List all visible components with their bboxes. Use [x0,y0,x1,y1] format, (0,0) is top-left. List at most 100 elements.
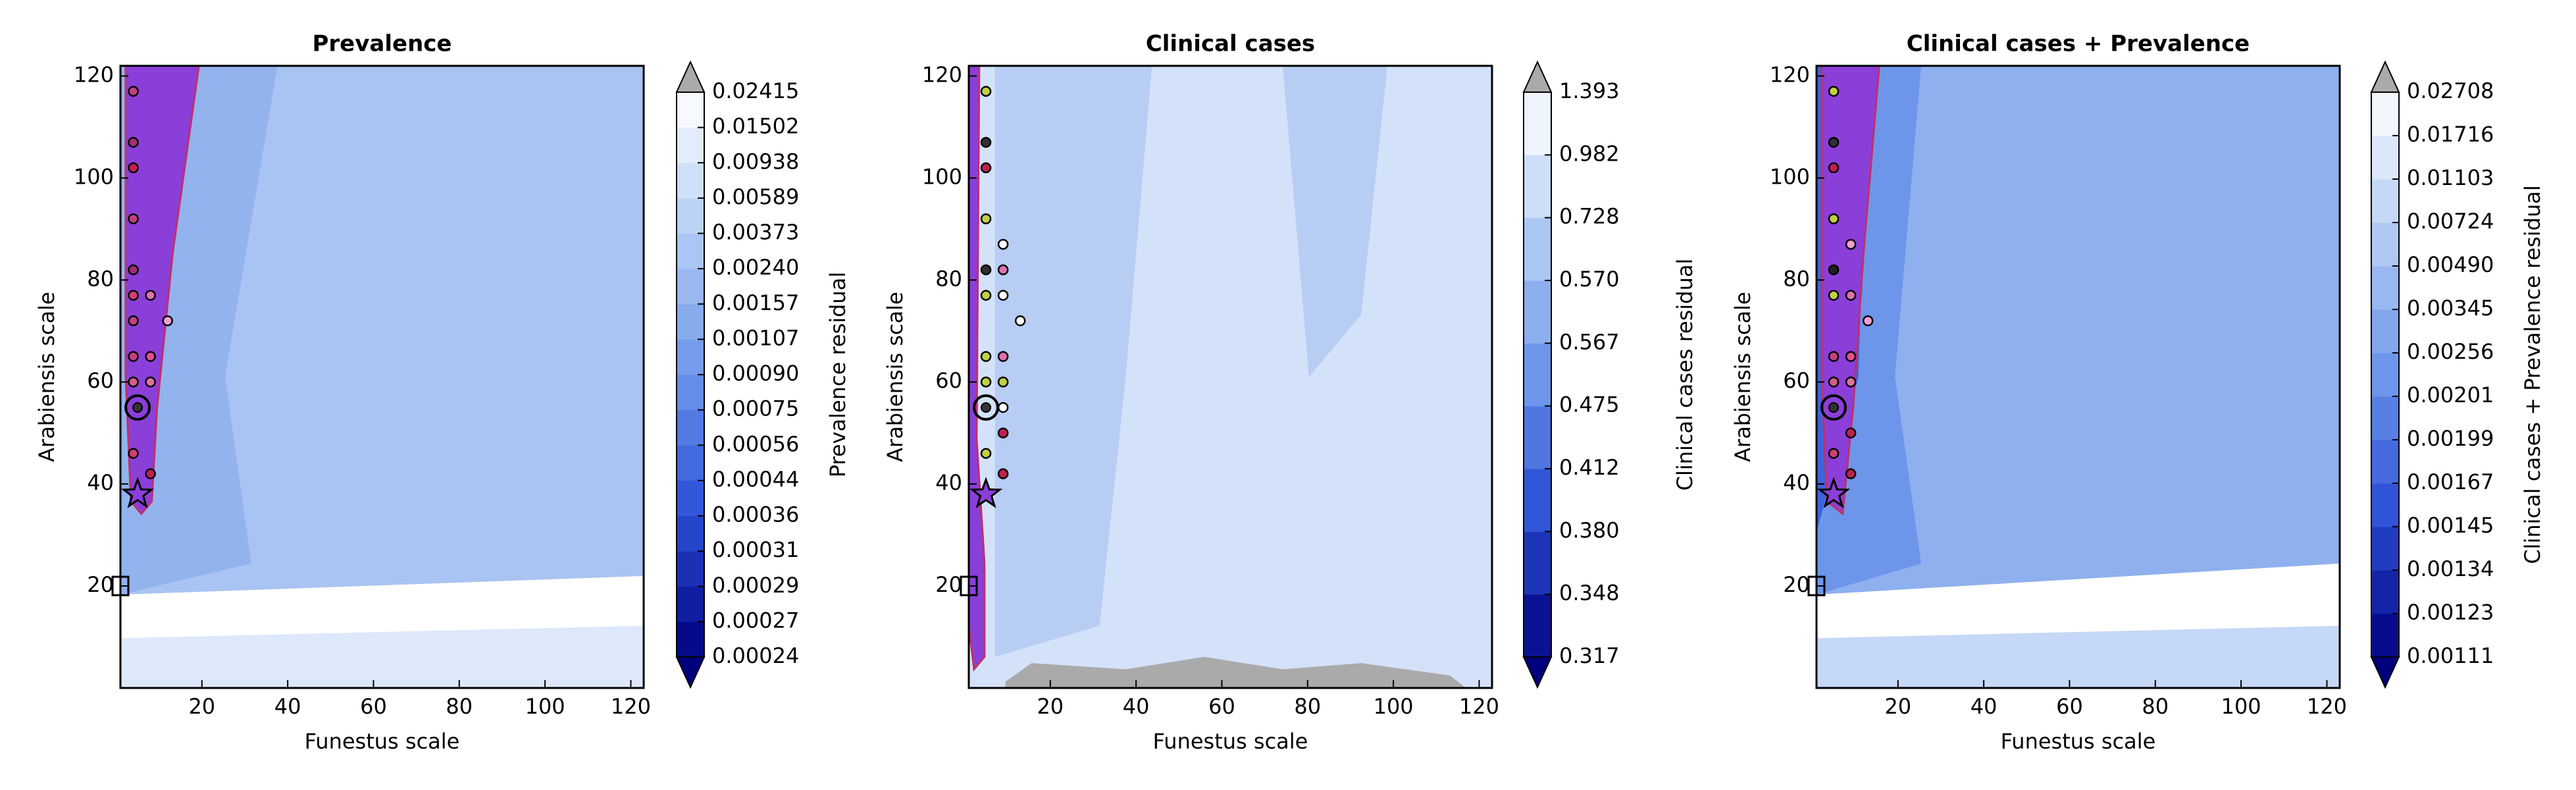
star-marker [1816,477,1851,509]
colorbar-segment [1524,594,1551,658]
x-tick-label: 60 [1208,694,1235,719]
contour-region [1820,65,1881,516]
colorbar-segment [677,621,704,658]
colorbar-segment [1524,406,1551,469]
colorbar-tick-label: 0.00490 [2407,252,2494,277]
y-tick-label: 20 [935,572,962,597]
colorbar-tick-label: 0.00107 [712,325,799,350]
x-tick-label: 80 [1294,694,1321,719]
circle-marker-dot [1828,402,1840,413]
y-tick-label: 40 [1783,470,1810,495]
point [1845,427,1857,438]
colorbar-segment [2371,570,2399,614]
plot-frame [119,65,645,689]
y-tick-label: 20 [87,572,114,597]
x-tick-label: 100 [525,694,565,719]
colorbar-segment [677,127,704,163]
colorbar-tick-label: 0.02415 [712,78,799,103]
y-axis-label: Arabiensis scale [34,292,59,462]
colorbar-tick-label: 0.00345 [2407,296,2494,321]
colorbar-over [1522,60,1553,93]
colorbar-segment [2371,527,2399,571]
colorbar-tick-label: 1.393 [1559,78,1620,103]
point [1828,448,1840,459]
point [980,351,992,362]
point [162,315,173,327]
x-tick-label: 120 [1459,694,1499,719]
y-tick-label: 60 [935,368,962,393]
point [128,213,139,224]
square-marker [111,575,130,596]
colorbar-tick-label: 0.567 [1559,329,1620,354]
colorbar-tick-label: 0.00056 [712,431,799,456]
point [980,86,992,97]
point [128,290,139,301]
x-tick-label: 100 [2221,694,2261,719]
y-tick-label: 80 [935,266,962,291]
colorbar-tick-label: 0.00240 [712,255,799,280]
panel: Prevalence 20 40 60 80 100 120 20 40 60 80 100 120 Fu… [34,31,850,754]
point [1828,290,1840,301]
colorbar-label: Clinical cases + Prevalence residual [2520,185,2545,564]
colorbar-tick-label: 0.00373 [712,220,799,245]
contour-region [1816,66,2340,595]
point [997,376,1009,388]
plot-frame [1815,65,2341,689]
colorbar-segment [677,586,704,622]
colorbar-tick-label: 0.348 [1559,581,1620,606]
point [1845,468,1857,479]
point [1828,136,1840,148]
point [128,351,139,362]
colorbar-segment [1524,469,1551,532]
colorbar-tick-label: 0.00256 [2407,339,2494,364]
y-tick-label: 100 [74,164,114,189]
colorbar-tick-label: 0.728 [1559,204,1620,229]
colorbar-tick-label: 0.01103 [2407,165,2494,190]
y-tick-label: 120 [1770,62,1810,87]
colorbar-over [2370,60,2400,93]
point [1014,315,1026,327]
point [145,290,156,301]
point [997,402,1009,413]
colorbar-frame [1523,92,1552,658]
colorbar-segment [2371,440,2399,484]
point [128,86,139,97]
colorbar-segment [2371,353,2399,397]
point [997,468,1009,479]
point [997,427,1009,438]
y-tick-label: 80 [1783,266,1810,291]
colorbar-tick-label: 0.01502 [712,114,799,139]
colorbar-segment [677,515,704,552]
contour-region [1283,66,1387,377]
point [980,213,992,224]
colorbar-tick-label: 0.00724 [2407,209,2494,234]
y-tick-label: 40 [935,470,962,495]
y-axis-label: Arabiensis scale [883,292,908,462]
colorbar-tick-label: 0.00075 [712,396,799,421]
colorbar-tick-label: 0.00157 [712,290,799,315]
colorbar-tick-label: 0.00036 [712,502,799,527]
point [1862,315,1874,327]
colorbar-under [2370,656,2400,689]
circle-marker [124,394,151,421]
x-tick-label: 40 [1971,694,1997,719]
colorbar-segment [2371,92,2399,136]
x-tick-label: 40 [1123,694,1150,719]
point [1828,351,1840,362]
colorbar-tick-label: 0.01716 [2407,122,2494,147]
colorbar-under [1522,656,1553,689]
colorbar-segment [2371,614,2399,658]
y-axis-label: Arabiensis scale [1730,292,1755,462]
colorbar-segment [677,92,704,128]
x-tick-label: 40 [274,694,301,719]
point [997,238,1009,250]
point [128,376,139,388]
circle-marker-dot [132,402,143,413]
colorbar-segment [1524,343,1551,407]
colorbar-over [675,60,706,93]
colorbar-tick-label: 0.00029 [712,573,799,598]
point [128,448,139,459]
chart-title: Clinical cases [1146,31,1315,57]
colorbar-tick-label: 0.02708 [2407,78,2494,103]
